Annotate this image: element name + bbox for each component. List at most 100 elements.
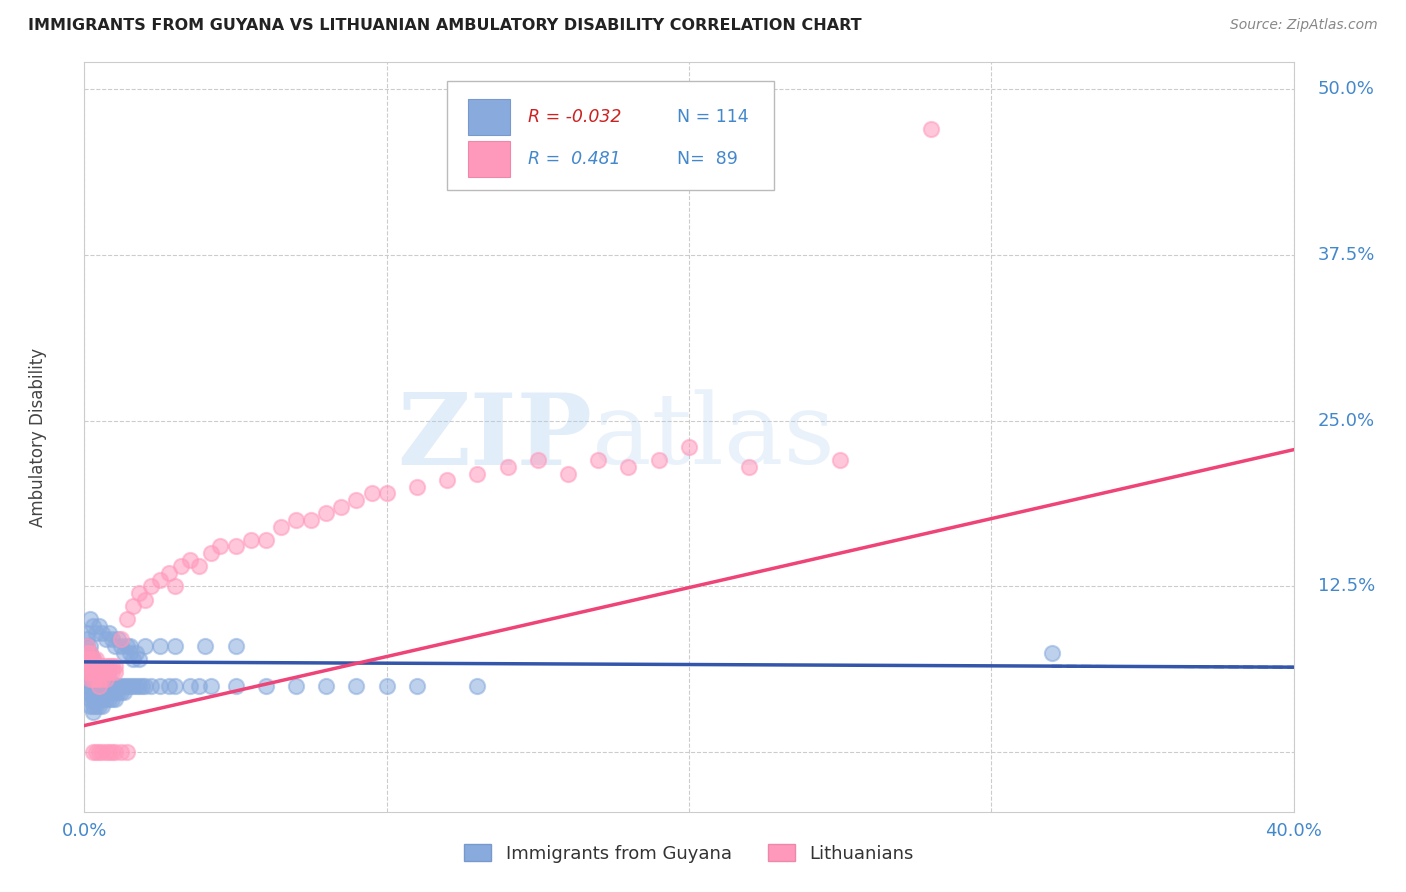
Point [89,658,111,673]
Point [107,685,129,699]
FancyBboxPatch shape [468,141,510,178]
Point [79,652,101,666]
Point [149,679,172,693]
Point [285,513,308,527]
Point [125,646,148,660]
Point [188,679,211,693]
Point [188,559,211,574]
Point [496,459,519,474]
Point [165,679,187,693]
Text: 25.0%: 25.0% [1317,411,1375,430]
Point [128,679,150,693]
Point [82,665,104,680]
Text: 40.0%: 40.0% [1265,822,1322,840]
Point [97,745,120,759]
Point [86,625,108,640]
Point [270,519,292,533]
Point [920,121,942,136]
Point [738,459,761,474]
Point [82,658,104,673]
Point [225,540,247,554]
Point [104,679,127,693]
Point [110,745,132,759]
Point [76,665,98,680]
Point [527,453,550,467]
Point [94,658,117,673]
Point [346,679,368,693]
Point [91,672,114,686]
Point [91,685,114,699]
Point [82,745,104,759]
Point [76,632,98,647]
Point [179,553,201,567]
Point [134,639,156,653]
Point [100,692,122,706]
Point [200,546,222,560]
Point [86,665,108,680]
Point [648,453,671,467]
Point [89,619,111,633]
Point [76,646,98,660]
Point [285,679,308,693]
Point [79,646,101,660]
Text: R = -0.032: R = -0.032 [529,108,621,126]
Point [299,513,322,527]
Point [86,658,108,673]
Point [97,679,120,693]
Point [89,679,111,693]
Point [110,679,132,693]
Point [118,639,141,653]
Text: 37.5%: 37.5% [1317,245,1375,264]
Point [104,639,127,653]
Point [89,665,111,680]
Point [128,586,150,600]
Point [100,665,122,680]
Point [76,646,98,660]
Point [82,698,104,713]
Point [118,679,141,693]
Point [76,652,98,666]
Point [100,679,122,693]
Point [375,679,398,693]
Point [97,685,120,699]
Point [115,679,138,693]
Point [79,658,101,673]
Point [100,745,122,759]
Point [1040,646,1063,660]
Point [97,672,120,686]
Point [149,639,172,653]
Point [157,566,180,580]
Point [139,679,162,693]
Point [115,612,138,626]
Point [82,619,104,633]
Point [76,639,98,653]
Point [406,679,429,693]
Point [110,632,132,647]
Point [112,685,135,699]
Point [112,679,135,693]
Text: 50.0%: 50.0% [1317,80,1375,98]
Point [97,692,120,706]
Point [225,679,247,693]
Point [104,692,127,706]
Point [79,672,101,686]
Text: IMMIGRANTS FROM GUYANA VS LITHUANIAN AMBULATORY DISABILITY CORRELATION CHART: IMMIGRANTS FROM GUYANA VS LITHUANIAN AMB… [28,18,862,33]
Point [107,632,129,647]
Point [104,658,127,673]
Point [79,658,101,673]
Text: 12.5%: 12.5% [1317,577,1375,595]
Point [86,672,108,686]
Point [86,665,108,680]
Point [100,685,122,699]
Text: ZIP: ZIP [398,389,592,485]
Point [91,665,114,680]
Point [165,639,187,653]
Point [97,665,120,680]
Point [557,467,579,481]
Point [100,658,122,673]
Point [76,665,98,680]
Point [830,453,852,467]
Point [82,705,104,719]
Point [91,698,114,713]
Point [617,459,640,474]
